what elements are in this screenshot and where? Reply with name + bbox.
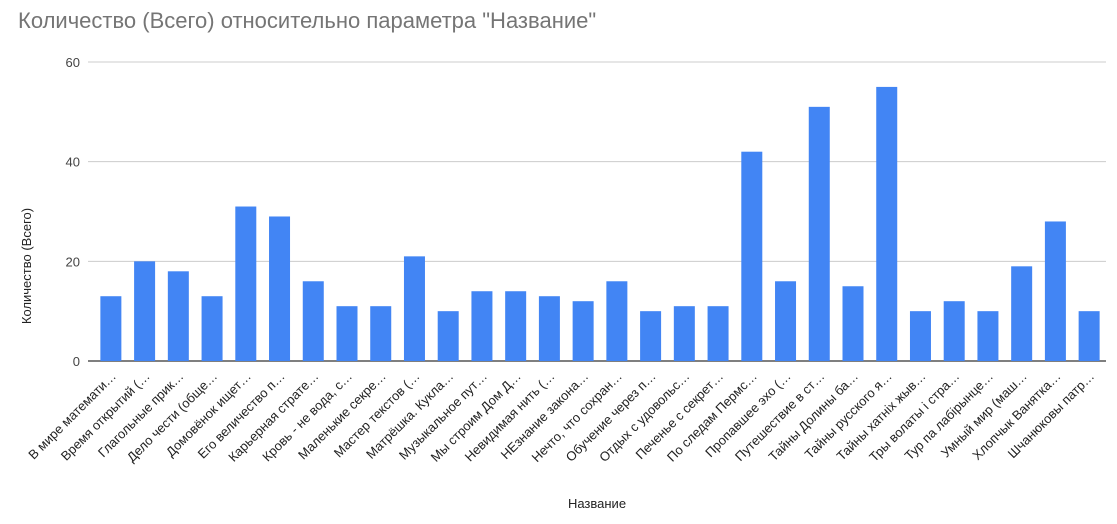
- bar[interactable]: [471, 291, 493, 361]
- bar[interactable]: [842, 286, 864, 361]
- y-axis-title: Количество (Всего): [19, 208, 34, 324]
- bar[interactable]: [808, 106, 830, 361]
- bar[interactable]: [943, 301, 965, 361]
- bar[interactable]: [100, 296, 122, 361]
- gridlines: [88, 61, 1106, 362]
- chart-title: Количество (Всего) относительно параметр…: [18, 8, 597, 33]
- bar[interactable]: [640, 311, 662, 361]
- y-tick-label: 20: [66, 254, 80, 269]
- bar[interactable]: [167, 271, 189, 361]
- bar[interactable]: [775, 281, 797, 361]
- bar[interactable]: [572, 301, 594, 361]
- bar[interactable]: [606, 281, 628, 361]
- bar[interactable]: [909, 311, 931, 361]
- bar[interactable]: [201, 296, 223, 361]
- y-axis-ticks: 0 20 40 60: [66, 55, 80, 369]
- x-axis-title: Название: [568, 496, 626, 511]
- bar[interactable]: [707, 306, 729, 361]
- bar[interactable]: [977, 311, 999, 361]
- y-tick-label: 60: [66, 55, 80, 70]
- bar[interactable]: [741, 151, 763, 361]
- bar[interactable]: [403, 256, 425, 361]
- y-tick-label: 0: [73, 354, 80, 369]
- bar[interactable]: [673, 306, 695, 361]
- bar[interactable]: [269, 216, 291, 361]
- bar[interactable]: [370, 306, 392, 361]
- bars: [100, 86, 1100, 362]
- bar[interactable]: [134, 261, 156, 361]
- bar[interactable]: [437, 311, 459, 361]
- bar[interactable]: [1011, 266, 1033, 361]
- bar[interactable]: [235, 206, 257, 361]
- bar[interactable]: [1044, 221, 1066, 361]
- bar[interactable]: [336, 306, 358, 361]
- bar[interactable]: [1078, 311, 1100, 361]
- bar[interactable]: [538, 296, 560, 361]
- bar[interactable]: [876, 86, 898, 362]
- y-tick-label: 40: [66, 155, 80, 170]
- bar[interactable]: [302, 281, 324, 361]
- bar[interactable]: [505, 291, 527, 361]
- x-axis-ticks: В мире математи…Время открытий (…Глаголь…: [25, 369, 1097, 466]
